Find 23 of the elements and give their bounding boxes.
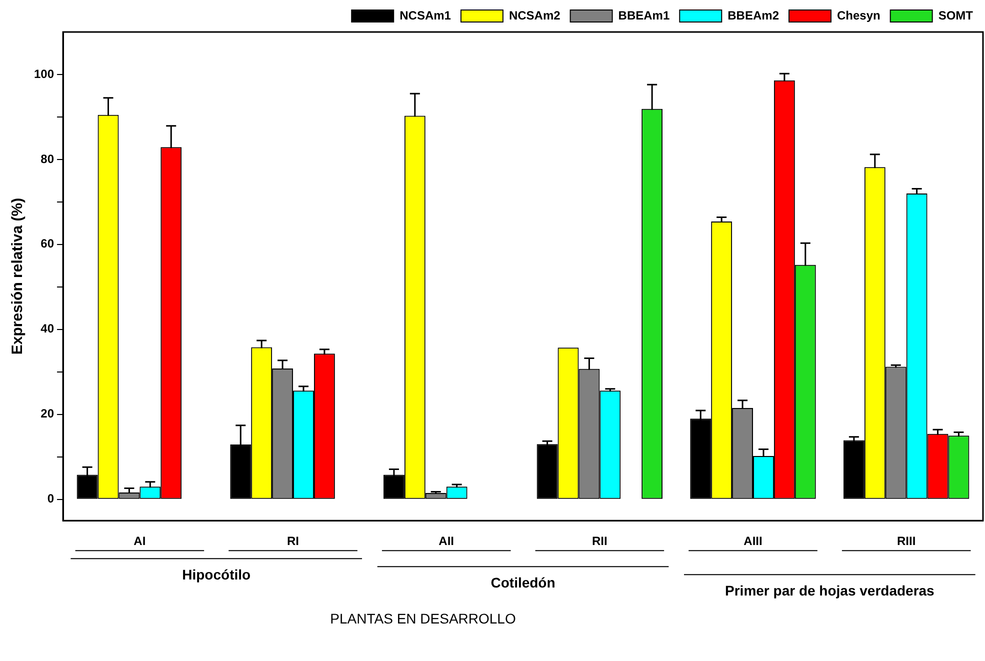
legend-label: NCSAm1 <box>400 8 452 22</box>
legend-label: BBEAm1 <box>618 8 670 22</box>
x-tick-label: AII <box>438 534 454 548</box>
y-tick-label: 60 <box>40 236 54 251</box>
x-tick-label: RI <box>287 534 300 548</box>
legend-label: SOMT <box>938 8 974 22</box>
x-tick-label: AIII <box>744 534 762 548</box>
legend-label: NCSAm2 <box>508 8 561 22</box>
y-tick-label: 80 <box>40 152 54 166</box>
y-tick-label: 0 <box>47 492 54 506</box>
text: Cotiledón <box>490 574 556 590</box>
legend-label: BBEAm2 <box>728 8 780 22</box>
y-tick-label: 100 <box>34 66 54 81</box>
legend-label: Chesyn <box>836 8 880 22</box>
x-axis-title: PLANTAS EN DESARROLLO <box>330 610 516 626</box>
text: Hipocótilo <box>182 566 251 582</box>
x-tick-label: RIII <box>897 534 916 548</box>
y-axis-title: Expresión relativa (%) <box>9 198 26 355</box>
y-tick-label: 20 <box>40 406 54 421</box>
y-tick-label: 40 <box>40 322 54 336</box>
x-tick-label: RII <box>592 534 608 548</box>
x-tick-label: AI <box>134 534 146 548</box>
text: Primer par de hojas verdaderas <box>725 582 935 598</box>
